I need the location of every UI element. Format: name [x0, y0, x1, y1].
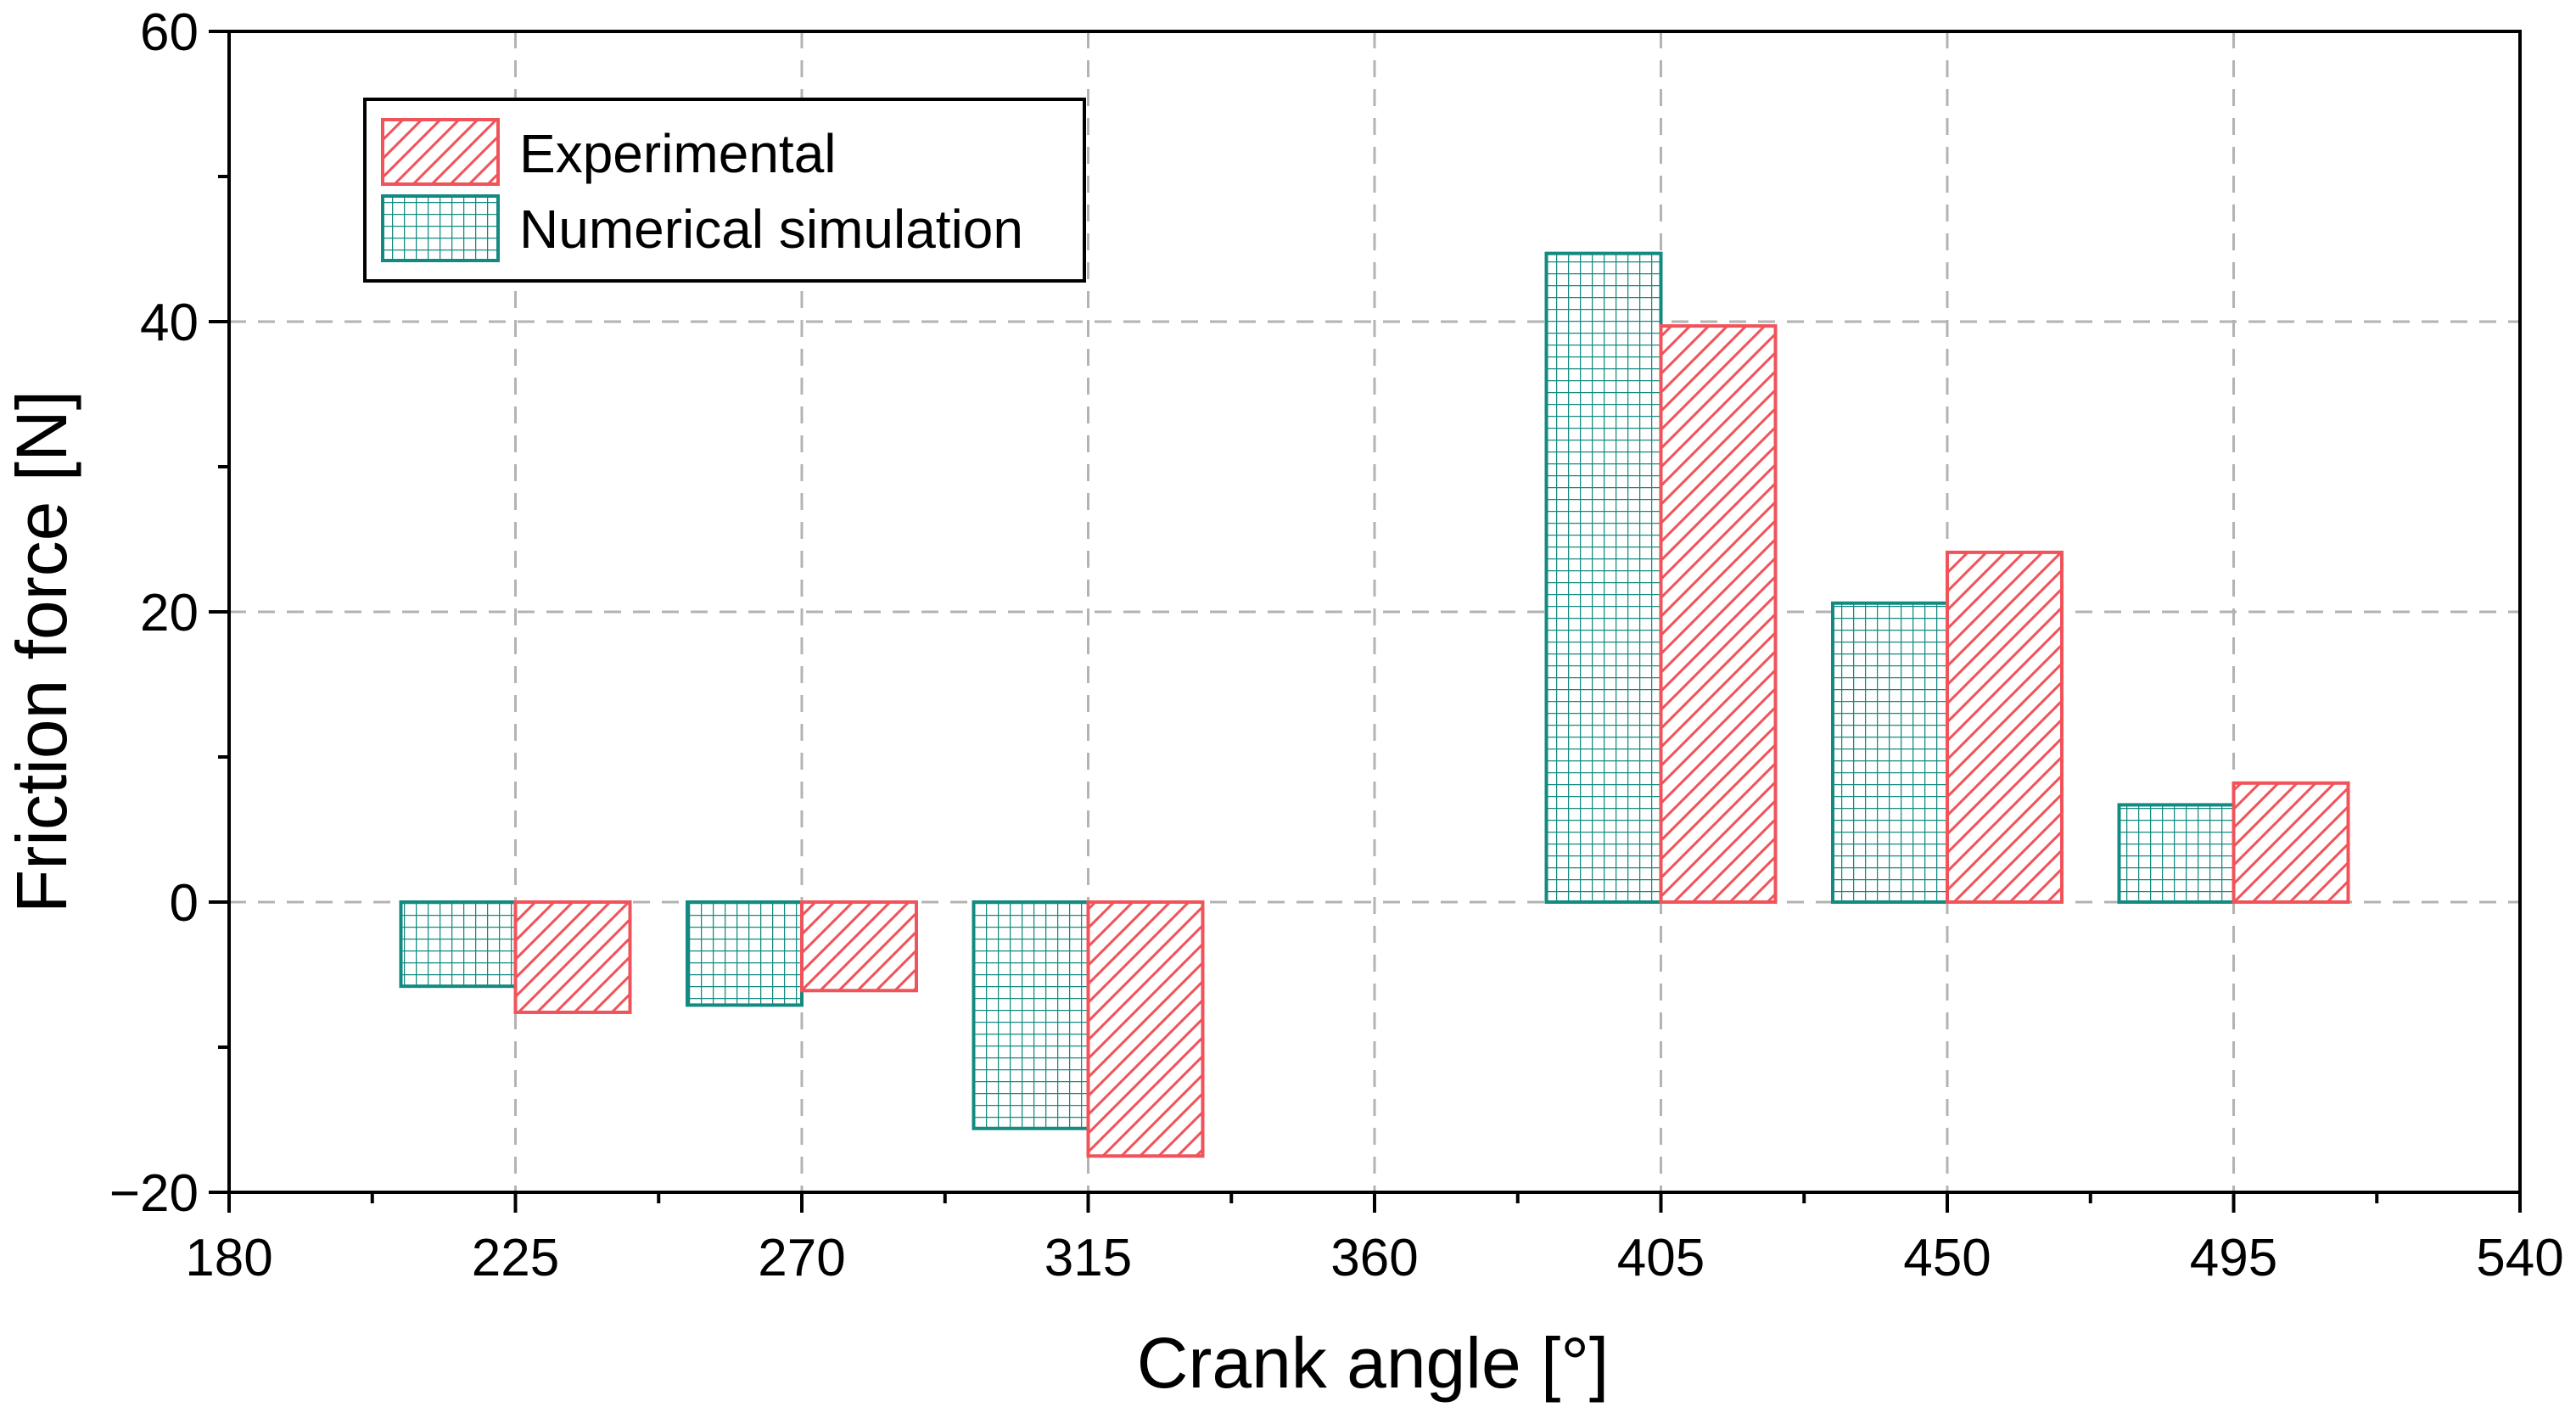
x-tick-label: 360: [1330, 1229, 1418, 1287]
legend-label-numerical: Numerical simulation: [519, 199, 1023, 260]
x-tick-label: 450: [1903, 1229, 1991, 1287]
bar-numerical-405: [1544, 251, 1663, 904]
x-tick-label: 495: [2190, 1229, 2277, 1287]
y-tick-label: 20: [140, 584, 199, 642]
x-tick-label: 180: [185, 1229, 272, 1287]
x-tick-label: 225: [472, 1229, 559, 1287]
legend-swatch-experimental: [381, 118, 500, 186]
bar-experimental-225: [513, 900, 632, 1014]
bars: [399, 251, 2350, 1158]
y-tick-label: 0: [170, 874, 199, 933]
x-tick-label: 405: [1617, 1229, 1705, 1287]
legend-swatch-numerical: [381, 194, 500, 262]
bar-numerical-450: [1831, 601, 1949, 904]
bar-experimental-270: [800, 900, 918, 993]
legend-label-experimental: Experimental: [519, 123, 837, 184]
bar-numerical-225: [399, 900, 518, 989]
legend: Experimental Numerical simulation: [363, 98, 1086, 283]
bar-experimental-450: [1946, 550, 2064, 904]
x-tick-label: 315: [1044, 1229, 1132, 1287]
y-tick-label: 40: [140, 294, 199, 352]
x-axis-title: Crank angle [°]: [1137, 1323, 1610, 1403]
bar-experimental-405: [1659, 324, 1778, 904]
bar-numerical-270: [686, 900, 804, 1007]
y-tick-label: 60: [140, 3, 199, 62]
bar-numerical-495: [2117, 803, 2236, 904]
bar-experimental-495: [2232, 781, 2350, 905]
y-tick-label: −20: [109, 1164, 199, 1223]
bar-experimental-315: [1086, 900, 1205, 1158]
axis-ticks: 180 225 270 315 360 405 450 495 540 −20 0 20 40 60: [109, 3, 2564, 1287]
bar-numerical-315: [972, 900, 1090, 1130]
x-tick-label: 270: [758, 1229, 845, 1287]
y-axis-title: Friction force [N]: [2, 390, 81, 913]
x-tick-label: 540: [2476, 1229, 2563, 1287]
